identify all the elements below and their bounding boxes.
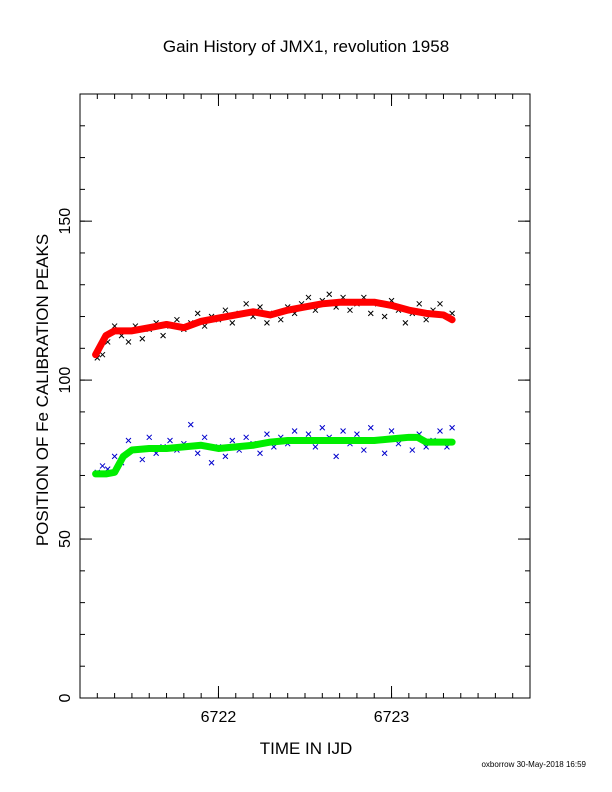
series-2-point <box>354 431 360 438</box>
series-0-point <box>305 294 312 301</box>
series-2-point <box>201 434 208 441</box>
series-2-point <box>381 450 388 457</box>
series-0-point <box>381 313 388 320</box>
series-0-point <box>229 320 236 326</box>
series-0-point <box>139 335 146 342</box>
series-1-line <box>92 298 456 359</box>
series-2-point <box>340 428 346 434</box>
series-0-point <box>174 316 180 323</box>
series-2-point <box>449 424 455 431</box>
minor-ticks <box>80 94 531 698</box>
series-0-point <box>367 310 374 317</box>
y-tick-label: 0 <box>57 693 74 702</box>
series-2-point <box>305 431 312 438</box>
series-2-point <box>388 428 395 434</box>
x-tick-label: 6722 <box>201 709 237 726</box>
y-tick-label: 150 <box>57 208 74 235</box>
series-0-point <box>416 300 423 307</box>
series-3-line <box>92 433 456 478</box>
series-0-point <box>347 307 353 314</box>
series-0-point <box>194 310 201 317</box>
series-2-point <box>194 450 201 457</box>
chart-title: Gain History of JMX1, revolution 1958 <box>163 37 449 56</box>
series-2-point <box>312 444 319 450</box>
series-0-point <box>423 316 430 323</box>
series-2-point <box>437 428 443 434</box>
series-2-point <box>395 440 402 447</box>
y-axis-ticks: 0 50 100 150 <box>57 208 530 702</box>
series-2-point <box>367 424 374 431</box>
series-0-point <box>160 332 166 339</box>
series-2-point <box>333 453 340 460</box>
series-0-point <box>243 300 250 307</box>
x-axis-ticks: 6722 6723 <box>201 94 410 726</box>
y-axis-label: POSITION OF Fe CALIBRATION PEAKS <box>33 234 52 546</box>
series-2-point <box>222 453 229 460</box>
series-2-point <box>208 459 215 466</box>
series-2-point <box>111 453 118 460</box>
series-2-point <box>257 450 263 457</box>
series-0-point <box>402 320 409 326</box>
series-2-point <box>291 428 298 434</box>
series-0-point <box>437 300 443 307</box>
series-0-point <box>257 304 263 310</box>
series-2-point <box>146 434 153 441</box>
series-layer <box>92 291 456 478</box>
series-2-point <box>139 456 146 463</box>
series-0-point <box>277 316 284 323</box>
series-0-point <box>264 320 270 326</box>
series-2-point <box>167 437 173 444</box>
series-2-point <box>229 437 236 444</box>
series-0-point <box>125 339 132 345</box>
x-axis-label: TIME IN IJD <box>260 739 353 758</box>
series-2-point <box>409 447 416 453</box>
series-2-point <box>125 437 132 444</box>
series-2-point <box>264 431 270 438</box>
series-2-point <box>99 463 106 469</box>
plot-frame <box>79 93 531 699</box>
series-0-point <box>326 291 333 298</box>
series-2-point <box>187 421 194 428</box>
y-tick-label: 100 <box>57 367 74 394</box>
series-2-point <box>243 434 250 441</box>
series-0-point <box>99 351 106 358</box>
y-tick-label: 50 <box>57 530 74 548</box>
series-2-point <box>319 424 326 431</box>
footer-credit: oxborrow 30-May-2018 16:59 <box>481 760 586 769</box>
x-tick-label: 6723 <box>374 709 410 726</box>
series-0-point <box>222 307 229 314</box>
series-2-point <box>360 447 367 453</box>
